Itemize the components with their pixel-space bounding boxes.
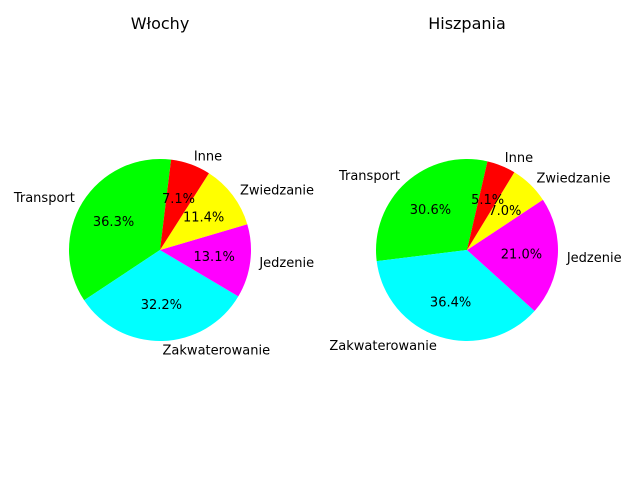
pie-slice-transport (69, 159, 172, 301)
pie-slice-zakwaterowanie (376, 250, 535, 341)
pie-slice-zwiedzanie (467, 172, 543, 250)
slice-percent-label: 13.1% (194, 250, 235, 265)
pie-slice-jedzenie (160, 224, 252, 297)
pie-chart-spain: Hiszpania Transport 30.6% Zakwaterowanie 36… (329, 14, 621, 354)
slice-percent-label: 36.4% (430, 296, 471, 311)
slice-label: Inne (505, 151, 533, 166)
slice-label: Zwiedzanie (240, 183, 314, 198)
slice-percent-label: 32.2% (141, 298, 182, 313)
pie-slice-zwiedzanie (160, 173, 248, 250)
slice-percent-label: 5.1% (471, 193, 504, 208)
slice-label: Zakwaterowanie (329, 339, 437, 354)
pie-chart-italy: Włochy Transport 36.3% Zakwaterowanie 32.2%… (13, 14, 314, 359)
slice-label: Jedzenie (566, 251, 622, 266)
chart-title: Hiszpania (428, 14, 506, 33)
slice-label: Transport (13, 191, 75, 206)
slice-percent-label: 7.1% (162, 192, 195, 207)
pie-slice-transport (376, 158, 488, 262)
pie-slice-inne (467, 161, 515, 250)
slice-percent-label: 11.4% (183, 211, 224, 226)
slice-percent-label: 30.6% (410, 203, 451, 218)
slice-percent-label: 36.3% (93, 215, 134, 230)
pie-slice-zakwaterowanie (84, 250, 239, 342)
slice-label: Inne (194, 149, 222, 164)
slice-label: Transport (338, 169, 400, 184)
slice-label: Jedzenie (258, 256, 314, 271)
slice-label: Zwiedzanie (536, 171, 610, 186)
chart-title: Włochy (131, 14, 190, 33)
pie-slice-inne (160, 159, 209, 250)
slice-label: Zakwaterowanie (163, 344, 271, 359)
slice-percent-label: 21.0% (501, 248, 542, 263)
pie-slice-jedzenie (467, 199, 558, 311)
slice-percent-label: 7.0% (488, 204, 521, 219)
